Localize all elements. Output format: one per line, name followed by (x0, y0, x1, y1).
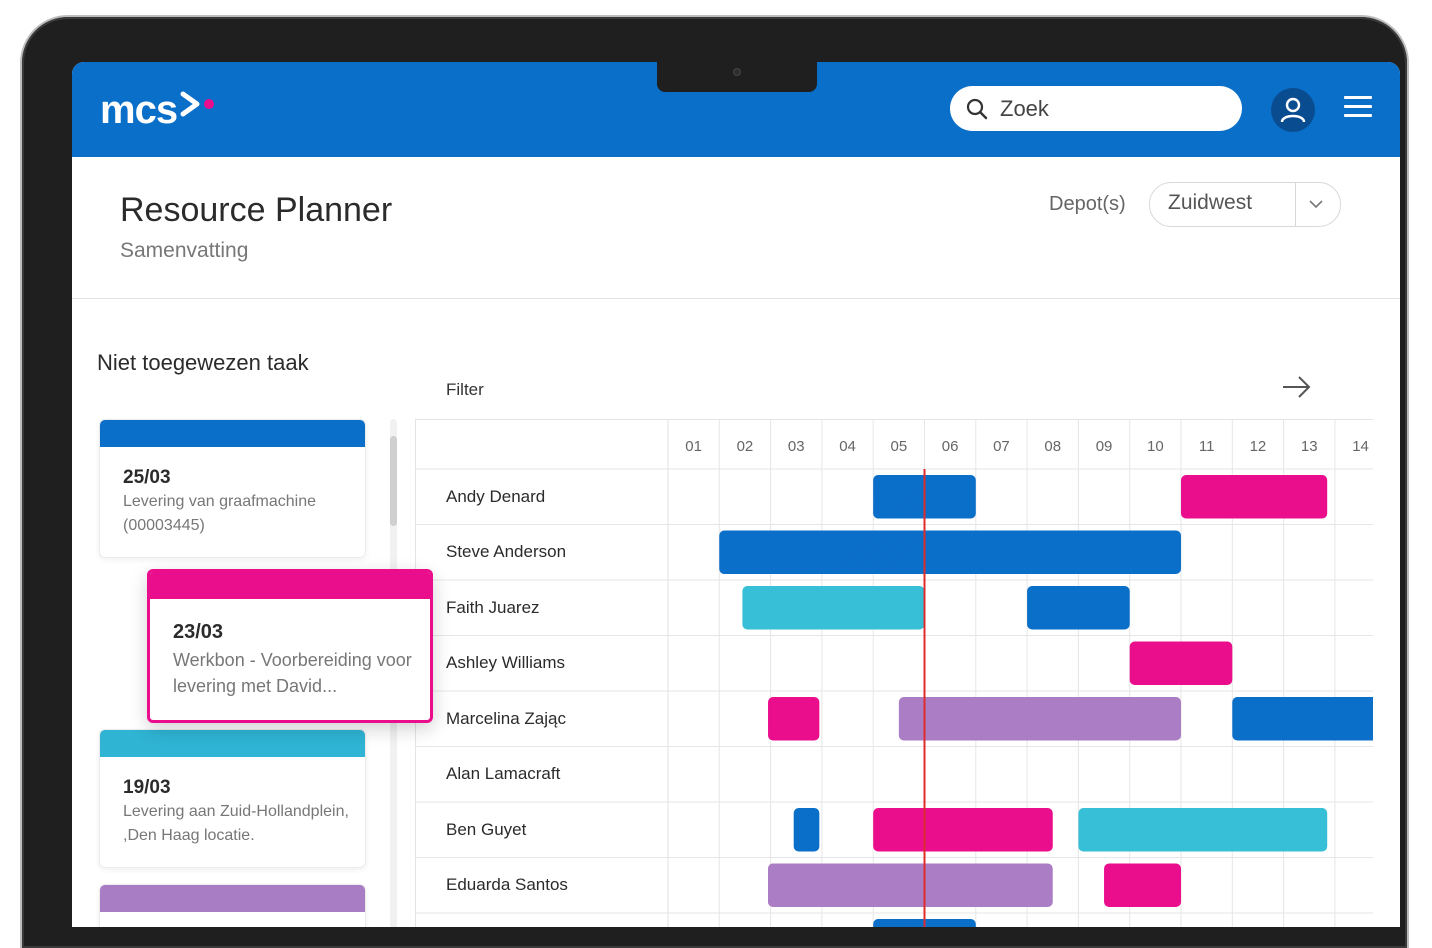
task-bar[interactable] (1027, 586, 1130, 630)
card-description-line2: (00003445) (123, 517, 205, 534)
day-column-header: 14 (1352, 438, 1369, 455)
resource-name[interactable]: Marcelina Zając (446, 708, 566, 728)
card-color-strip (100, 885, 365, 912)
unassigned-task-card[interactable] (99, 884, 366, 927)
depot-divider (1295, 183, 1296, 226)
camera-dot (733, 68, 741, 76)
task-bar[interactable] (793, 808, 820, 852)
day-column-header: 13 (1300, 438, 1318, 455)
arrow-right-icon[interactable] (1280, 372, 1314, 402)
card-description-line1: Levering van graafmachine (123, 493, 317, 510)
page-subtitle: Samenvatting (120, 239, 249, 262)
depot-selected-value: Zuidwest (1168, 191, 1253, 214)
task-bar[interactable] (898, 697, 1181, 741)
card-description-line2: ,Den Haag locatie. (123, 827, 255, 844)
card-description-line1: Levering aan Zuid-Hollandplein, (123, 803, 349, 820)
resource-gantt-chart: 01 02 03 04 05 06 07 08 09 10 11 12 13 14 Andy Denard S… (415, 419, 1373, 927)
resource-name[interactable]: Alan Lamacraft (446, 764, 561, 784)
chevron-down-icon[interactable] (1308, 197, 1324, 211)
day-column-header: 05 (890, 438, 908, 455)
day-column-header: 08 (1044, 438, 1062, 455)
depot-label: Depot(s) (1049, 193, 1126, 215)
task-bar[interactable] (873, 808, 1053, 852)
search-icon (966, 98, 988, 119)
page-title: Resource Planner (120, 191, 393, 229)
search-box[interactable] (950, 86, 1242, 131)
card-color-strip (150, 572, 430, 599)
card-color-strip (100, 420, 365, 447)
logo-text: mcs (100, 88, 178, 132)
logo-chevron-icon (180, 91, 215, 116)
day-column-header: 12 (1249, 438, 1267, 455)
task-bar[interactable] (1232, 697, 1373, 741)
unassigned-task-card[interactable]: 19/03 Levering aan Zuid-Hollandplein, ,D… (99, 729, 366, 868)
resource-name[interactable]: Ben Guyet (446, 819, 527, 839)
day-column-header: 02 (736, 438, 754, 455)
depot-select[interactable]: Zuidwest (1149, 182, 1341, 227)
resource-name[interactable]: Eduarda Santos (446, 875, 568, 895)
filter-button[interactable]: Filter (446, 380, 484, 399)
day-column-header: 11 (1198, 438, 1215, 455)
day-column-header: 01 (685, 438, 702, 455)
resource-name[interactable]: Steve Anderson (446, 542, 567, 562)
resource-name[interactable]: Andy Denard (446, 486, 546, 506)
task-bar[interactable] (1104, 863, 1181, 908)
card-date: 23/03 (173, 621, 224, 643)
card-description-line1: Werkbon - Voorbereiding voor (173, 650, 412, 670)
task-bar[interactable] (719, 530, 1181, 575)
unassigned-tasks-title: Niet toegewezen taak (97, 350, 309, 375)
card-date: 25/03 (123, 467, 171, 488)
card-description-line2: levering met David... (173, 676, 338, 696)
day-column-header: 04 (839, 438, 856, 455)
user-icon (1280, 97, 1306, 123)
task-bar[interactable] (1078, 808, 1328, 852)
user-profile-button[interactable] (1271, 88, 1315, 132)
card-date: 19/03 (123, 777, 171, 798)
day-column-header: 07 (993, 438, 1010, 455)
unassigned-task-card[interactable]: 25/03 Levering van graafmachine (0000344… (99, 419, 366, 558)
resource-name[interactable]: Faith Juarez (446, 597, 540, 617)
mcs-logo[interactable]: mcs (100, 88, 215, 133)
task-bar[interactable] (768, 863, 1053, 908)
camera-notch (657, 62, 817, 92)
task-bar[interactable] (1181, 475, 1328, 519)
search-input[interactable] (998, 94, 1222, 123)
app-screen: mcs (72, 62, 1400, 927)
task-bar[interactable] (768, 697, 820, 741)
day-column-header: 06 (941, 438, 959, 455)
page-header: Resource Planner Samenvatting Depot(s) Z… (72, 157, 1400, 299)
resource-name[interactable]: Ashley Williams (446, 653, 566, 673)
dragged-task-card[interactable]: 23/03 Werkbon - Voorbereiding voor lever… (147, 569, 433, 723)
task-bar[interactable] (1129, 641, 1233, 686)
day-column-header: 10 (1147, 438, 1164, 455)
laptop-frame: mcs (22, 17, 1407, 948)
card-color-strip (100, 730, 365, 757)
hamburger-menu-icon[interactable] (1344, 96, 1372, 120)
gantt-grid (415, 419, 1373, 927)
day-column-header: 03 (787, 438, 805, 455)
day-column-header: 09 (1095, 438, 1113, 455)
task-bar[interactable] (742, 586, 925, 630)
scrollbar-thumb[interactable] (390, 436, 397, 526)
